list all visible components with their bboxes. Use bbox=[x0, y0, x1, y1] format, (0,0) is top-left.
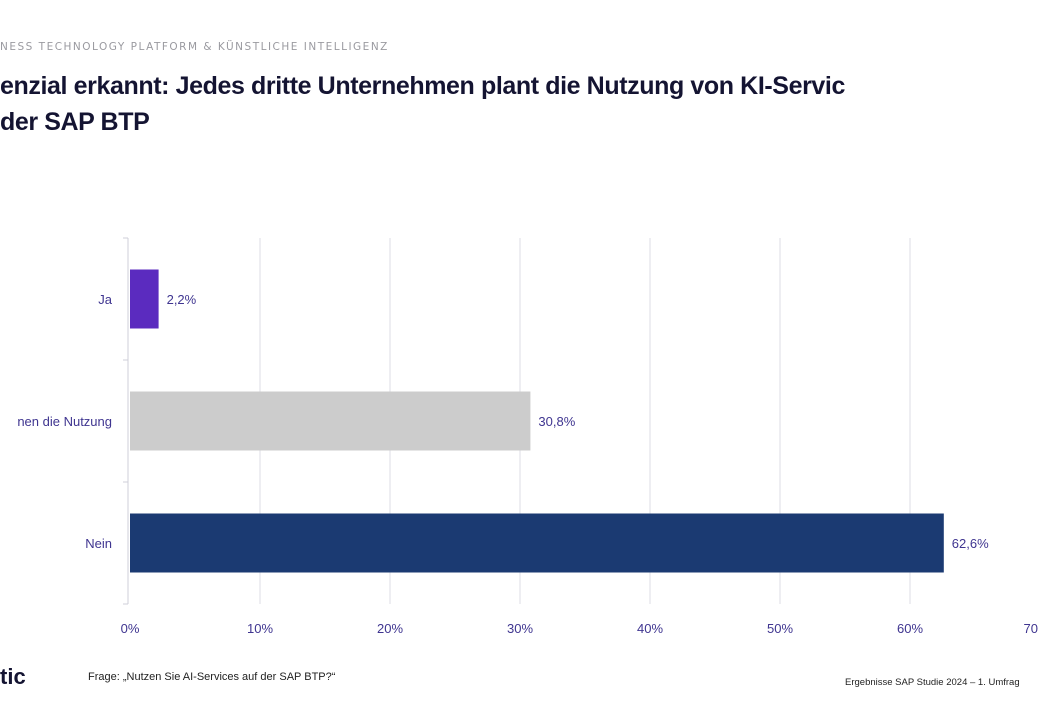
section-kicker: NESS TECHNOLOGY PLATFORM & KÜNSTLICHE IN… bbox=[0, 41, 389, 53]
x-tick-label: 40% bbox=[637, 621, 663, 636]
data-label: 2,2% bbox=[167, 292, 197, 307]
source-note: Ergebnisse SAP Studie 2024 – 1. Umfrag bbox=[845, 677, 1020, 688]
x-tick-label: 0% bbox=[121, 621, 140, 636]
x-tick-label: 10% bbox=[247, 621, 273, 636]
category-label: Nein bbox=[85, 536, 112, 551]
brand-logo: tic bbox=[0, 664, 26, 689]
bar-3 bbox=[130, 513, 944, 573]
x-tick-label: 20% bbox=[377, 621, 403, 636]
bar-1 bbox=[130, 269, 159, 329]
title-line-2: der SAP BTP bbox=[0, 108, 150, 136]
category-label: nen die Nutzung bbox=[17, 414, 112, 429]
category-label: Ja bbox=[98, 292, 113, 307]
data-label: 30,8% bbox=[538, 414, 575, 429]
x-tick-label: 70 bbox=[1024, 621, 1038, 636]
x-tick-label: 60% bbox=[897, 621, 923, 636]
x-tick-label: 50% bbox=[767, 621, 793, 636]
data-label: 62,6% bbox=[952, 536, 989, 551]
page-title: enzial erkannt: Jedes dritte Unternehmen… bbox=[0, 68, 1040, 140]
x-tick-label: 30% bbox=[507, 621, 533, 636]
question-note: Frage: „Nutzen Sie AI-Services auf der S… bbox=[88, 671, 336, 683]
bar-2 bbox=[130, 391, 531, 451]
title-line-1: enzial erkannt: Jedes dritte Unternehmen… bbox=[0, 72, 845, 100]
